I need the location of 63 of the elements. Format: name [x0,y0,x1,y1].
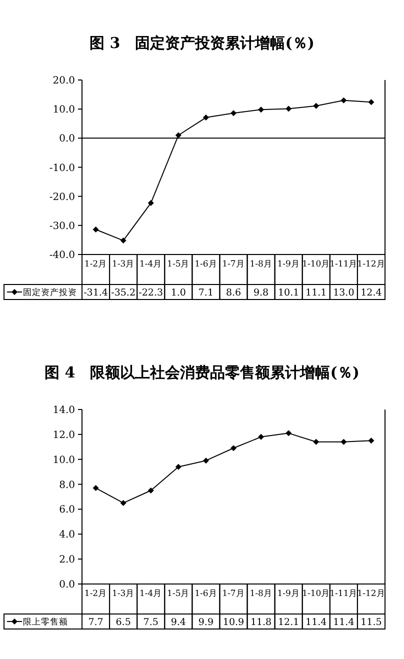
data-label: 6.5 [116,617,131,628]
x-tick-label: 1-7月 [222,589,245,599]
data-label: -22.3 [138,288,164,298]
y-tick-label: 0.0 [59,580,75,590]
x-tick-label: 1-4月 [140,589,162,599]
y-tick-label: -40.0 [49,250,75,261]
data-label: 10.1 [278,288,300,298]
y-tick-label: 10.0 [52,104,75,116]
data-label: 13.0 [333,288,354,298]
x-tick-label: 1-5月 [167,260,190,270]
chart-title: 图 3 固定资产投资累计增幅(％) [90,34,314,52]
data-label: 11.4 [333,617,354,628]
data-label: -31.4 [84,288,108,298]
y-tick-label: 12.0 [52,430,75,441]
chart-title: 图 4 限额以上社会消费品零售额累计增幅(％) [44,364,360,382]
y-tick-label: 0.0 [59,134,75,145]
data-label: 11.5 [360,617,382,628]
y-tick-label: -20.0 [49,192,75,203]
x-tick-label: 1-8月 [250,260,272,270]
data-label: 10.9 [222,617,244,628]
x-tick-label: 1-4月 [140,260,162,270]
x-tick-label: 1-6月 [194,589,218,599]
data-label: 9.8 [253,288,269,298]
data-label: 9.9 [198,617,214,628]
y-tick-label: -10.0 [49,162,75,174]
legend-label: 固定资产投资 [23,287,77,298]
data-label: 7.5 [143,617,158,628]
data-label: 11.1 [306,288,327,298]
x-tick-label: 1-11月 [330,589,358,599]
data-label: 11.4 [306,617,327,628]
x-tick-label: 1-9月 [277,589,300,599]
data-label: 9.4 [170,617,186,628]
data-label: 12.1 [278,617,300,628]
y-tick-label: 10.0 [52,454,75,466]
data-label: 11.8 [250,617,272,628]
data-label: 8.6 [226,288,242,298]
x-tick-label: 1-10月 [302,260,330,270]
x-tick-label: 1-2月 [84,260,108,270]
x-tick-label: 1-8月 [250,589,272,599]
data-label: 7.7 [88,617,104,628]
x-tick-label: 1-6月 [194,260,218,270]
x-tick-label: 1-3月 [112,260,135,270]
x-tick-label: 1-10月 [302,589,330,599]
y-tick-label: 8.0 [59,480,75,491]
x-tick-label: 1-9月 [277,260,300,270]
data-label: -35.2 [111,288,136,298]
x-tick-label: 1-5月 [167,589,190,599]
y-tick-label: 14.0 [52,405,75,416]
data-label: 1.0 [170,288,186,298]
data-label: 7.1 [198,288,214,298]
x-tick-label: 1-12月 [357,589,386,599]
y-tick-label: 6.0 [59,504,75,516]
x-tick-label: 1-2月 [84,589,108,599]
data-label: 12.4 [360,288,382,298]
legend-label: 限上零售额 [23,616,68,628]
y-tick-label: 4.0 [59,530,75,541]
y-tick-label: 20.0 [52,76,75,86]
x-tick-label: 1-11月 [330,260,358,270]
y-tick-label: -30.0 [49,220,75,232]
x-tick-label: 1-7月 [222,260,245,270]
x-tick-label: 1-12月 [357,260,386,270]
y-tick-label: 2.0 [59,554,75,566]
x-tick-label: 1-3月 [112,589,135,599]
